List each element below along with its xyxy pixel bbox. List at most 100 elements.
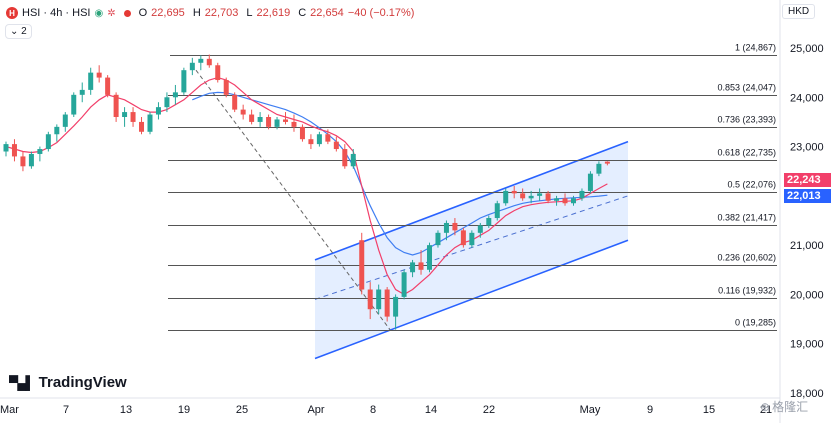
candle-body [232, 94, 238, 110]
x-tick-label: 14 [425, 404, 437, 416]
candle [460, 227, 466, 248]
x-tick-label: Mar [0, 404, 19, 416]
candle-body [198, 58, 204, 63]
candle [528, 190, 534, 204]
candle-body [105, 77, 111, 95]
candle-body [494, 203, 500, 219]
candle [172, 84, 178, 105]
candle [96, 65, 102, 83]
candle-body [164, 97, 170, 108]
candle-body [181, 70, 187, 93]
candle-body [427, 245, 432, 270]
candle [376, 284, 382, 315]
currency-label[interactable]: HKD [782, 4, 816, 19]
fib-level-label: 0.116 (19,932) [718, 286, 776, 296]
candle [147, 112, 153, 135]
candle [274, 117, 280, 130]
eye-icon[interactable]: ◉ [94, 7, 104, 19]
candle-body [486, 218, 492, 226]
candle [477, 222, 483, 238]
candle [198, 55, 204, 71]
candle-body [62, 114, 68, 127]
candle-body [520, 193, 526, 199]
x-tick-label: May [580, 404, 601, 416]
candle [308, 134, 314, 150]
candle [257, 112, 263, 127]
candle [105, 75, 111, 98]
low-value: 22,619 [256, 7, 291, 19]
candle-body [172, 92, 178, 98]
candle [427, 242, 432, 273]
y-tick-label: 25,000 [790, 43, 824, 55]
candle-body [240, 109, 246, 115]
y-tick-label: 24,000 [790, 92, 824, 104]
open-value: 22,695 [151, 7, 185, 19]
candle [579, 188, 585, 201]
candle [122, 107, 128, 127]
close-key: C [298, 7, 307, 19]
x-tick-label: 21 [760, 404, 772, 416]
candle [215, 62, 221, 83]
candle [189, 57, 195, 76]
candle-body [54, 126, 60, 135]
candlesticks [3, 54, 610, 330]
tradingview-logo[interactable]: ▀▄▌ TradingView [9, 374, 127, 391]
y-tick-label: 20,000 [790, 289, 824, 301]
candle [37, 146, 43, 162]
y-tick-label: 19,000 [790, 339, 824, 351]
fib-level-label: 0.736 (23,393) [717, 115, 776, 125]
candle [291, 114, 297, 132]
low-key: L [246, 7, 253, 19]
candle-body [545, 193, 551, 201]
symbol-label[interactable]: HSI · 4h · HSI [22, 7, 91, 19]
candle [587, 171, 593, 194]
fib-level-label: 0 (19,285) [735, 318, 776, 328]
decline-trendline [195, 69, 391, 330]
candle [367, 282, 373, 320]
candle [570, 195, 576, 206]
candle [11, 139, 17, 162]
candle-body [249, 114, 255, 122]
settings-icon[interactable]: ✲ [107, 7, 116, 19]
candle-body [384, 289, 390, 317]
candle-body [206, 58, 212, 66]
candle-body [71, 94, 77, 115]
open-key: O [138, 7, 148, 19]
candle [45, 131, 51, 152]
candle-body [469, 232, 475, 246]
candle-body [316, 134, 322, 145]
symbol-badge: H [6, 7, 18, 19]
candle-body [579, 190, 585, 199]
x-tick-label: 8 [370, 404, 376, 416]
fib-level-label: 0.5 (22,076) [727, 180, 776, 190]
x-tick-label: 13 [120, 404, 132, 416]
candle-body [37, 149, 43, 154]
indicators-toggle[interactable]: ⌄ 2 [5, 24, 32, 39]
candle-body [88, 72, 94, 90]
sma-fast-price-tag: 22,243 [784, 173, 831, 187]
candle [503, 188, 509, 206]
change-value: −40 (−0.17%) [347, 7, 415, 19]
sma-slow-line [192, 91, 608, 256]
candle [537, 188, 543, 201]
candle-body [367, 289, 373, 310]
candle-body [537, 193, 543, 196]
candle-body [477, 225, 483, 233]
market-status-dot [123, 9, 131, 17]
candle-body [435, 232, 441, 246]
x-tick-label: 25 [236, 404, 248, 416]
candle [62, 112, 68, 132]
candle [3, 141, 9, 157]
candle-body [604, 161, 610, 164]
candle [28, 151, 34, 169]
candle [452, 218, 458, 236]
candle-body [274, 119, 280, 127]
moving-averages [5, 76, 608, 296]
watermark-logo-icon: ⊕ [760, 399, 771, 414]
candle [54, 124, 60, 142]
watermark-text: 格隆汇 [772, 400, 809, 414]
candle [401, 269, 407, 300]
candle-body [113, 94, 119, 117]
candle [545, 190, 551, 204]
